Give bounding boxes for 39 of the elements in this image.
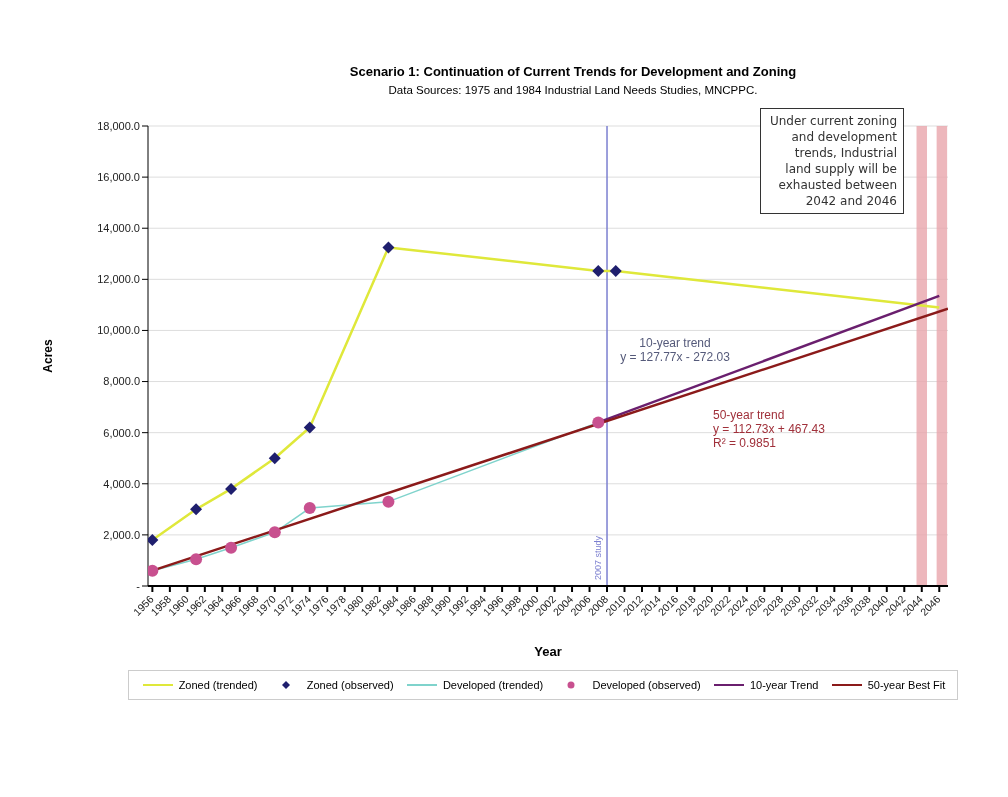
y-tick-label: - (136, 579, 141, 592)
point (592, 416, 605, 429)
y-tick-label: 8,000.0 (103, 375, 140, 388)
legend-label: Developed (trended) (442, 679, 544, 691)
point (268, 452, 281, 465)
y-tick-label: 14,000.0 (97, 222, 140, 235)
point (148, 564, 159, 577)
point (268, 526, 281, 539)
point (303, 502, 316, 515)
x-axis-title: Year (534, 644, 562, 659)
y-tick-label: 10,000.0 (97, 324, 140, 337)
point (190, 503, 203, 516)
y-axis-title: Acres (41, 339, 56, 373)
legend-label: Zoned (trended) (178, 679, 258, 691)
chart-title: Scenario 1: Continuation of Current Trends for Development and Zoning (348, 64, 798, 79)
point (190, 553, 203, 566)
point (382, 495, 395, 508)
legend-label: 50-year Best Fit (867, 679, 946, 691)
point (609, 264, 622, 277)
point (225, 541, 238, 554)
legend-label: Zoned (observed) (306, 679, 394, 691)
point (382, 241, 395, 254)
y-tick-label: 12,000.0 (97, 273, 140, 286)
annotation: Under current zoning and development trends, Industrial land supply will be exhausted between 2042 and 2046 (760, 108, 904, 214)
annotation: 50-year trend y = 112.73x + 467.43 R² = 0.9851 (713, 408, 826, 450)
annotation: 10-year trend y = 127.77x - 272.03 (619, 336, 731, 364)
point (303, 421, 316, 434)
point (225, 482, 238, 495)
legend-label: Developed (observed) (592, 679, 701, 691)
ref-line-label: 2007 study (593, 535, 604, 580)
chart-subtitle: Data Sources: 1975 and 1984 Industrial Land Needs Studies, MNCPPC. (387, 84, 759, 96)
point (148, 534, 159, 546)
point (592, 264, 605, 277)
legend-label: 10-year Trend (749, 679, 819, 691)
y-tick-label: 6,000.0 (103, 426, 140, 439)
y-tick-label: 16,000.0 (97, 171, 140, 184)
y-tick-label: 18,000.0 (97, 119, 140, 132)
y-tick-label: 2,000.0 (103, 528, 140, 541)
y-tick-label: 4,000.0 (103, 477, 140, 490)
